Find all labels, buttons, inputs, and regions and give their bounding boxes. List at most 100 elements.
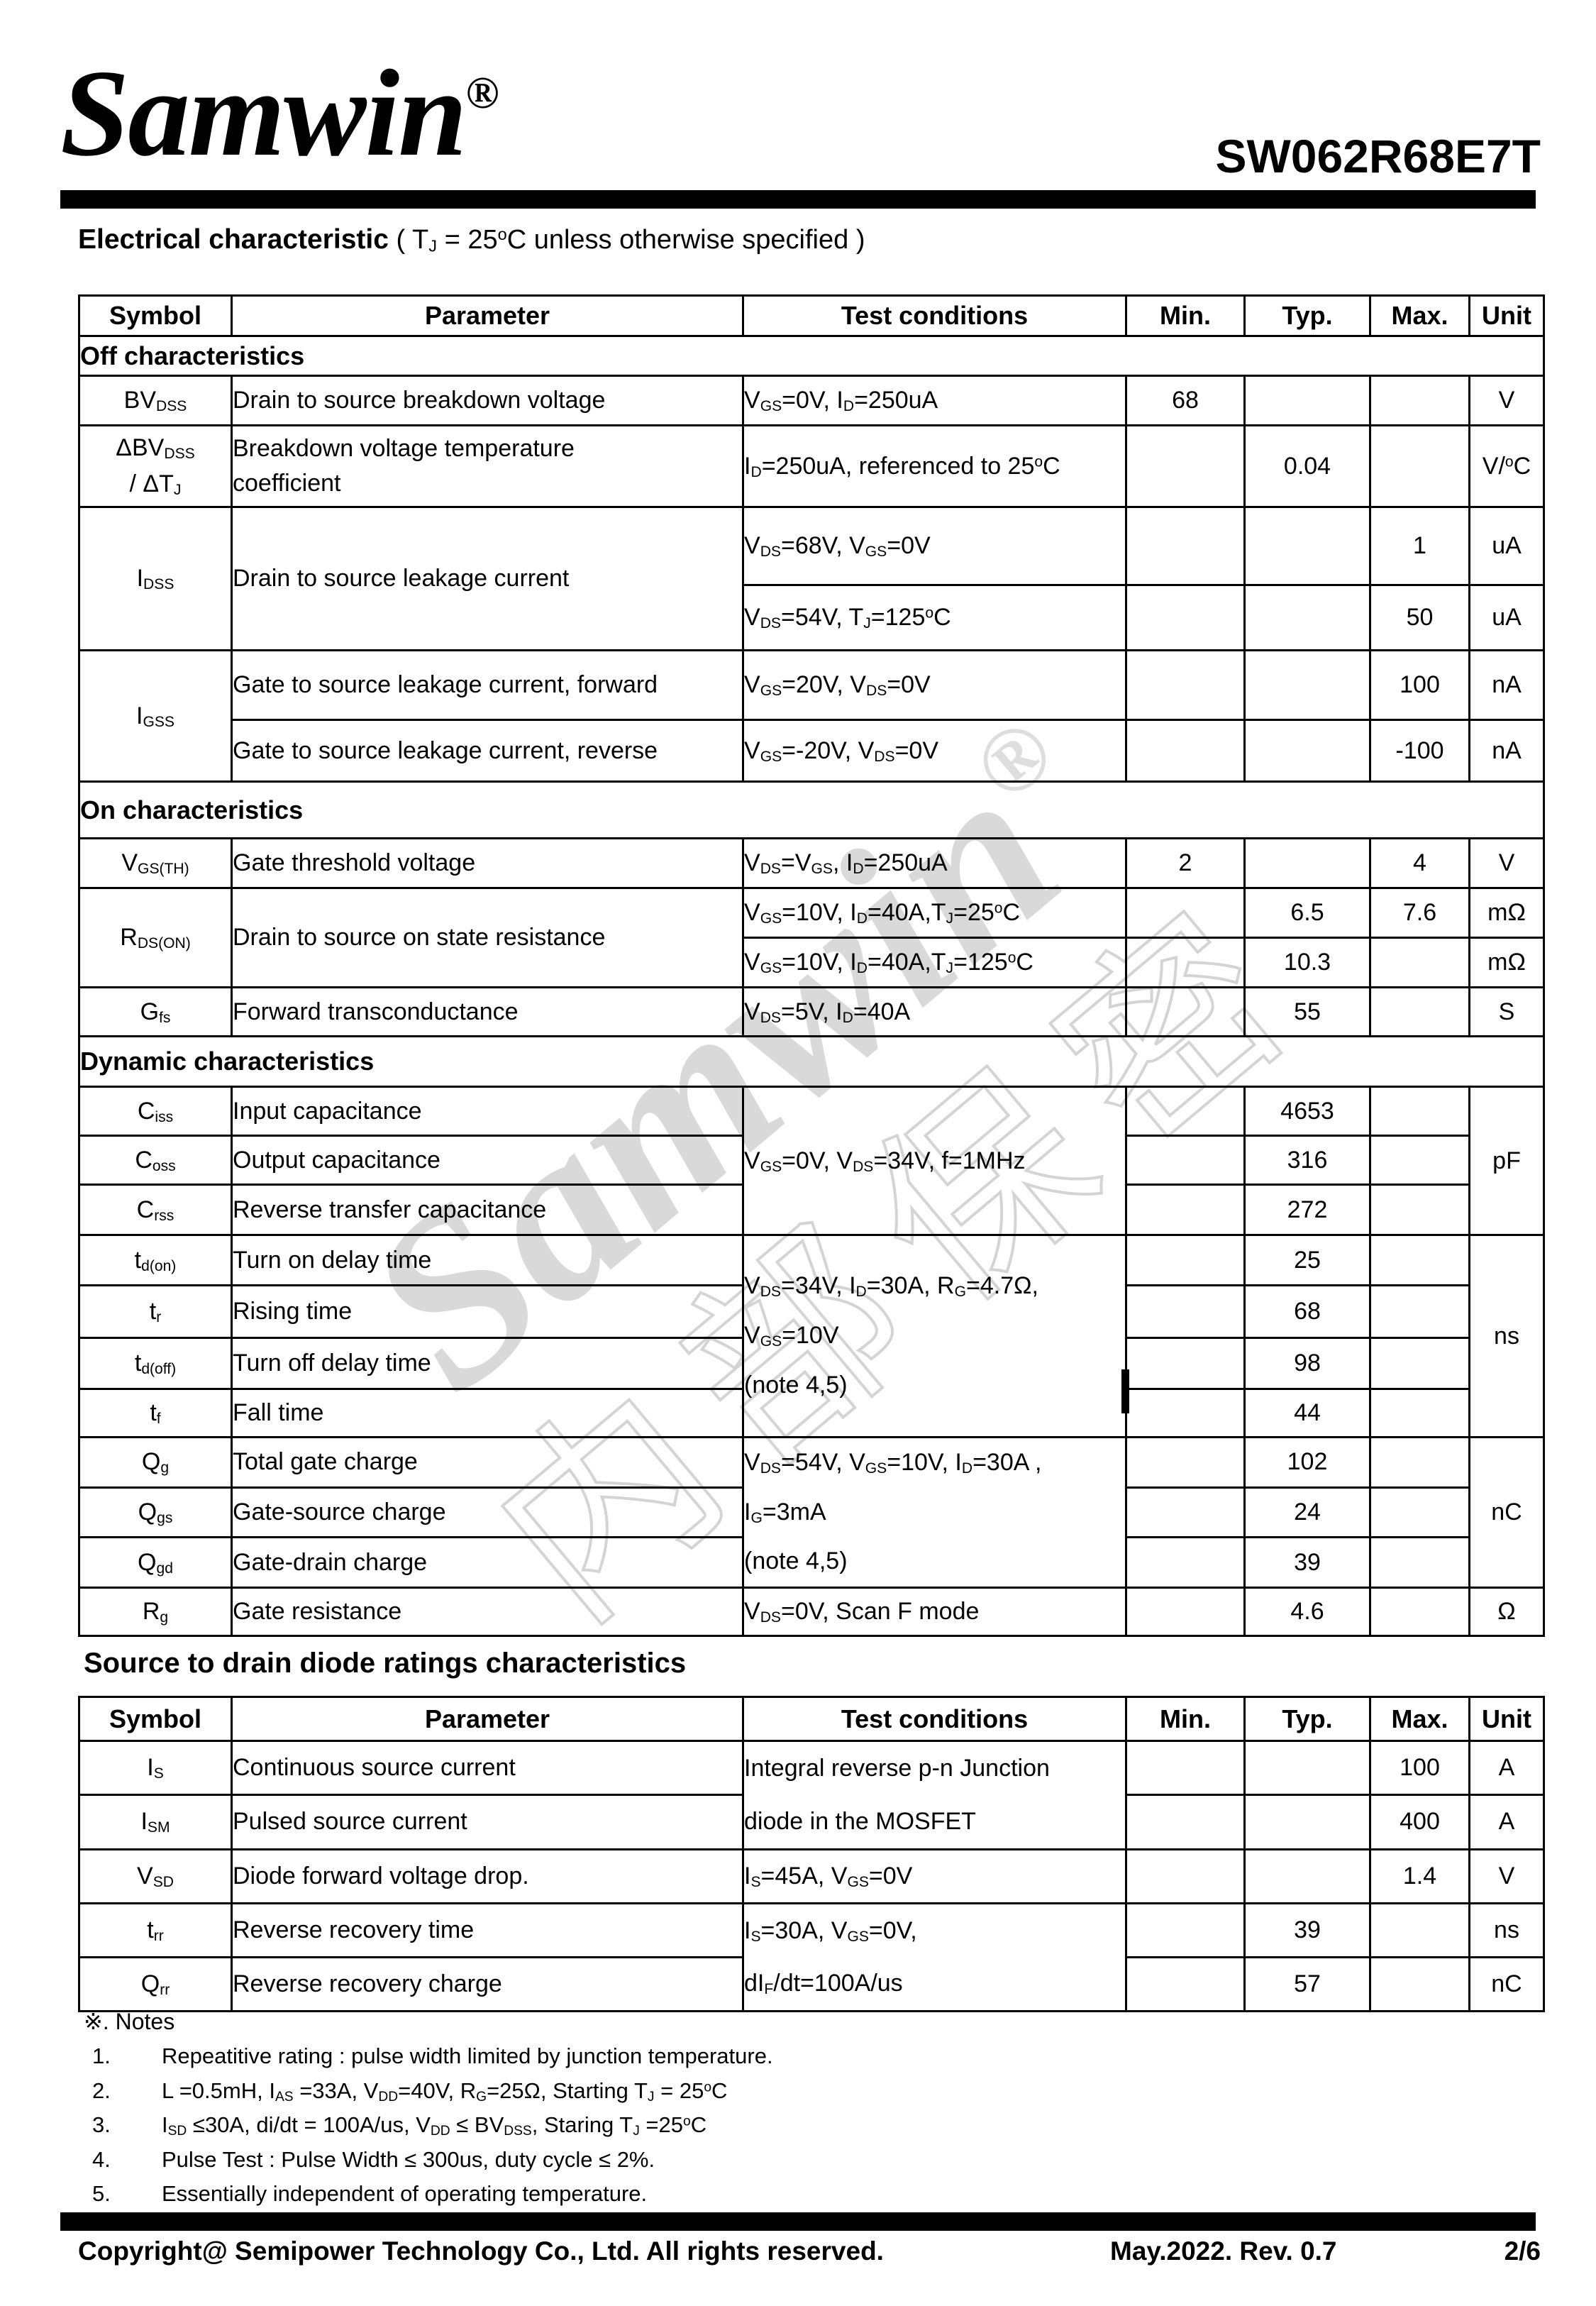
electrical-characteristics-table: Symbol Parameter Test conditions Min. Ty… [78,294,1545,1638]
t1-rdson-b-max [1369,937,1470,988]
table-row: Dynamic characteristics [78,1035,1545,1088]
t2-ism-max: 400 [1369,1794,1470,1850]
notes-marker: ※. [84,2009,109,2034]
t2-ism-min [1125,1794,1246,1850]
t1-header-symbol: Symbol [78,294,233,337]
t1-tdoff-typ: 98 [1243,1337,1371,1390]
t1-igss-b-typ [1243,719,1371,783]
t1-qgd-max [1369,1536,1470,1589]
note-text: ISD ≤30A, di/dt = 100A/us, VDD ≤ BVDSS, … [162,2112,707,2139]
table-row: VGS(TH) Gate threshold voltage VDS=VGS, … [78,837,1545,889]
t1-igss-b-parameter: Gate to source leakage current, reverse [231,719,744,783]
t2-qrr-min [1125,1955,1246,2013]
t1-igss-a-test: VGS=20V, VDS=0V [742,649,1127,721]
t2-trr-unit: ns [1468,1902,1545,1958]
t1-tr-symbol: tr [78,1284,233,1339]
t2-qrr-typ: 57 [1243,1955,1371,2013]
t1-idss-b-typ [1243,584,1371,651]
t1-rdson-b-min [1125,937,1246,988]
t1-ciss-min [1125,1086,1246,1137]
t1-rdson-b-test: VGS=10V, ID=40A,TJ=125oC [742,937,1127,988]
t1-rdson-symbol: RDS(ON) [78,887,233,988]
t1-header-unit: Unit [1468,294,1545,337]
t2-trr-symbol: trr [78,1902,233,1958]
t1-idss-a-test: VDS=68V, VGS=0V [742,506,1127,586]
t2-header-unit: Unit [1468,1696,1545,1742]
t1-igss-b-min [1125,719,1246,783]
t2-is-symbol: IS [78,1739,233,1797]
t1-qgd-symbol: Qgd [78,1536,233,1589]
t1-rdson-a-max: 7.6 [1369,887,1470,939]
t1-idss-symbol: IDSS [78,506,233,651]
table-row: RDS(ON) Drain to source on state resista… [78,887,1545,988]
table-row: VSD Diode forward voltage drop. IS=45A, … [78,1848,1545,1904]
t1-cap-unit: pF [1468,1086,1545,1236]
table-row: Qgs Gate-source charge 24 [78,1486,1544,1539]
t1-cap-test: VGS=0V, VDS=34V, f=1MHz [742,1086,1127,1236]
t1-vgsth-max: 4 [1369,837,1470,889]
table-row: td(off) Turn off delay time 98 [78,1337,1544,1390]
t1-igss-symbol: IGSS [78,649,233,783]
registered-trademark-icon: ® [465,67,499,118]
t1-idss-parameter: Drain to source leakage current [231,506,744,651]
t1-qgs-symbol: Qgs [78,1486,233,1539]
t1-qg-parameter: Total gate charge [231,1436,744,1489]
t1-idss-a-typ [1243,506,1371,586]
t1-vgsth-test: VDS=VGS, ID=250uA [742,837,1127,889]
t1-section-on: On characteristics [78,780,1545,839]
table-row: Gfs Forward transconductance VDS=5V, ID=… [78,986,1545,1037]
t2-qrr-symbol: Qrr [78,1955,233,2013]
t1-rg-test: VDS=0V, Scan F mode [742,1587,1127,1638]
t1-idss-a-unit: uA [1468,506,1545,586]
t1-qg-max [1369,1436,1470,1489]
t1-rg-max [1369,1587,1470,1638]
footer-copyright: Copyright@ Semipower Technology Co., Ltd… [78,2236,884,2266]
t2-is-typ [1243,1739,1371,1797]
t1-tr-typ: 68 [1243,1284,1371,1339]
page-title: Electrical characteristic ( TJ = 25oC un… [78,224,865,255]
table-row: tf Fall time 44 [78,1388,1544,1438]
footer-revision: May.2022. Rev. 0.7 [1110,2236,1337,2266]
t2-header-parameter: Parameter [231,1696,744,1742]
t2-trr-min [1125,1902,1246,1958]
t1-idss-a-min [1125,506,1246,586]
t1-dbvdss-test: ID=250uA, referenced to 25oC [742,424,1127,508]
t1-gfs-typ: 55 [1243,986,1371,1037]
note-item: 5. Essentially independent of operating t… [92,2177,773,2212]
t1-gfs-parameter: Forward transconductance [231,986,744,1037]
t2-trr-typ: 39 [1243,1902,1371,1958]
t1-header-max: Max. [1369,294,1470,337]
table-row: ISM Pulsed source current 400 A [78,1794,1545,1850]
table-row: IS Continuous source current Integral re… [78,1739,1545,1850]
t1-header-test: Test conditions [742,294,1127,337]
t1-tdoff-min [1125,1337,1246,1390]
note-item: 3. ISD ≤30A, di/dt = 100A/us, VDD ≤ BVDSS… [92,2108,773,2143]
t1-crss-typ: 272 [1243,1184,1371,1236]
t1-rdson-b-typ: 10.3 [1243,937,1371,988]
note-text: Pulse Test : Pulse Width ≤ 300us, duty c… [162,2146,655,2172]
t2-trr-parameter: Reverse recovery time [231,1902,744,1958]
t1-qg-test: VDS=54V, VGS=10V, ID=30A , IG=3mA (note 4… [742,1435,1127,1589]
t1-gfs-min [1125,986,1246,1037]
t1-rg-min [1125,1587,1246,1638]
t1-bvdss-max [1369,375,1470,426]
t2-vsd-typ [1243,1848,1371,1904]
t2-vsd-unit: V [1468,1848,1545,1904]
t2-vsd-parameter: Diode forward voltage drop. [231,1848,744,1904]
t1-tdon-max [1369,1234,1470,1286]
print-artifact-bar [1121,1369,1129,1413]
t2-qrr-parameter: Reverse recovery charge [231,1955,744,2013]
t2-is-parameter: Continuous source current [231,1739,744,1797]
t1-rg-parameter: Gate resistance [231,1587,744,1638]
t1-vgsth-parameter: Gate threshold voltage [231,837,744,889]
t1-bvdss-symbol: BVDSS [78,375,233,426]
table-row: Rg Gate resistance VDS=0V, Scan F mode 4… [78,1587,1545,1638]
t2-vsd-symbol: VSD [78,1848,233,1904]
t1-dbvdss-typ: 0.04 [1243,424,1371,508]
t1-tf-parameter: Fall time [231,1388,744,1438]
note-number: 4. [92,2146,111,2172]
t1-rdson-a-typ: 6.5 [1243,887,1371,939]
header-rule [60,190,1536,209]
t2-trr-max [1369,1902,1470,1958]
